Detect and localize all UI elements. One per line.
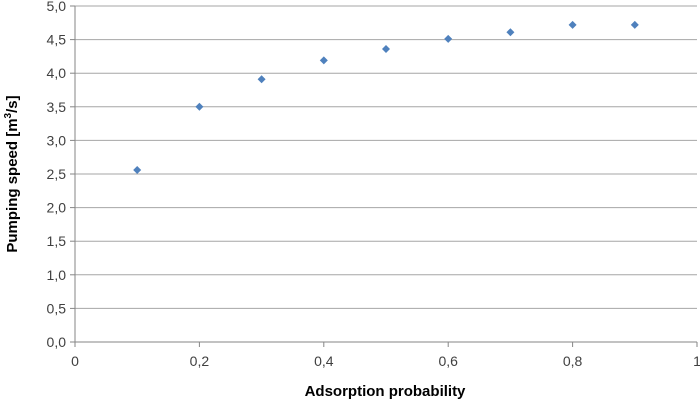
- x-axis-title: Adsorption probability: [305, 383, 466, 400]
- x-tick-label: 0: [71, 353, 79, 369]
- data-points: [133, 20, 639, 174]
- y-tick-label: 1,5: [47, 233, 67, 249]
- x-tick-label: 0,4: [314, 353, 334, 369]
- data-point: [568, 20, 577, 29]
- data-point: [382, 45, 390, 54]
- data-point: [444, 34, 453, 43]
- y-tick-label: 5,0: [47, 0, 67, 14]
- y-axis-title-superscript: 3: [3, 112, 14, 118]
- y-axis-title-main: Pumping speed [m: [4, 118, 21, 252]
- y-tick-label: 3,5: [47, 99, 67, 115]
- y-axis-title-tail: /s]: [4, 95, 21, 113]
- y-axis-title: Pumping speed [m3/s]: [3, 95, 21, 252]
- x-tick-labels: 0 0,2 0,4 0,6 0,8 1: [71, 353, 700, 369]
- x-tick-label: 0,2: [190, 353, 210, 369]
- y-tick-label: 1,0: [47, 267, 67, 283]
- y-tick-label: 4,0: [47, 65, 67, 81]
- x-tick-label: 0,8: [563, 353, 583, 369]
- data-point: [506, 28, 515, 37]
- y-tick-label: 2,5: [47, 166, 67, 182]
- data-point: [319, 56, 328, 65]
- data-point: [257, 75, 266, 84]
- x-tick-label: 0,6: [438, 353, 458, 369]
- y-tick-label: 2,0: [47, 200, 67, 216]
- y-tick-label: 0,0: [47, 334, 67, 350]
- x-tick-label: 1: [693, 353, 700, 369]
- gridlines: [75, 5, 697, 309]
- y-tick-label: 0,5: [47, 300, 67, 316]
- data-point: [630, 20, 639, 29]
- y-tick-labels: 0,0 0,5 1,0 1,5 2,0 2,5 3,0 3,5 4,0 4,5 5,0: [47, 0, 67, 350]
- y-tick-label: 4,5: [47, 32, 67, 48]
- axes: [70, 5, 698, 347]
- data-point: [133, 165, 142, 174]
- y-tick-label: 3,0: [47, 132, 67, 148]
- data-point: [195, 102, 204, 111]
